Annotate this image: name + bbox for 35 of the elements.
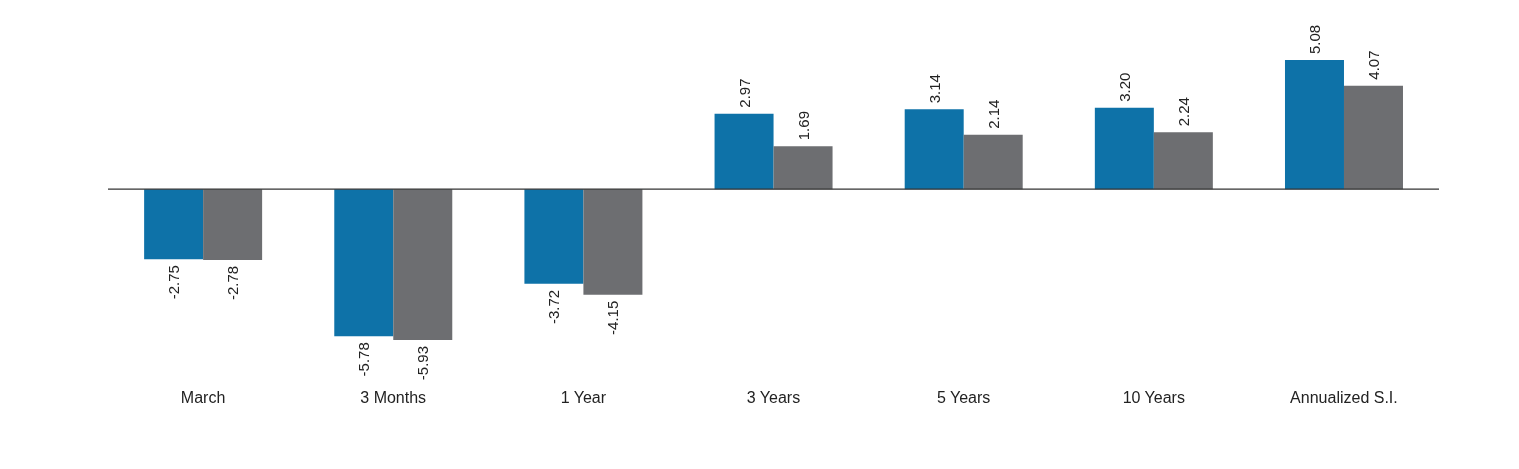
bar (1343, 85, 1403, 190)
bar (963, 134, 1023, 190)
data-label: -5.93 (414, 346, 432, 381)
x-tick-label: 3 Months (360, 389, 427, 407)
bar (1284, 60, 1344, 190)
x-tick-label: 1 Year (560, 389, 607, 407)
data-label: -3.72 (545, 289, 563, 324)
bar (904, 109, 964, 190)
x-tick-label: March (180, 389, 226, 407)
bar (144, 189, 204, 260)
bar (334, 189, 394, 337)
bar (714, 113, 774, 190)
x-tick-label: 10 Years (1122, 389, 1185, 407)
bar (393, 189, 453, 340)
data-label: -2.78 (224, 265, 242, 301)
data-label: 1.69 (794, 111, 812, 141)
data-label: 3.14 (925, 74, 943, 104)
data-label: 5.08 (1305, 24, 1323, 54)
x-tick-label: 5 Years (936, 389, 991, 407)
data-label: 2.97 (735, 78, 753, 108)
data-label: 4.07 (1364, 50, 1382, 80)
x-tick-label: 3 Years (746, 389, 801, 407)
bar (524, 189, 584, 284)
bar (203, 189, 263, 260)
data-label: 2.14 (984, 99, 1002, 129)
data-label: -2.75 (165, 265, 183, 300)
data-label: 3.20 (1115, 72, 1133, 102)
bar (1094, 107, 1154, 190)
bar (773, 146, 833, 190)
data-label: -5.78 (355, 342, 373, 377)
bar (583, 189, 643, 295)
bar (1153, 132, 1213, 190)
x-tick-label: Annualized S.I. (1290, 389, 1398, 407)
data-label: -4.15 (604, 300, 622, 335)
data-label: 2.24 (1174, 97, 1192, 127)
